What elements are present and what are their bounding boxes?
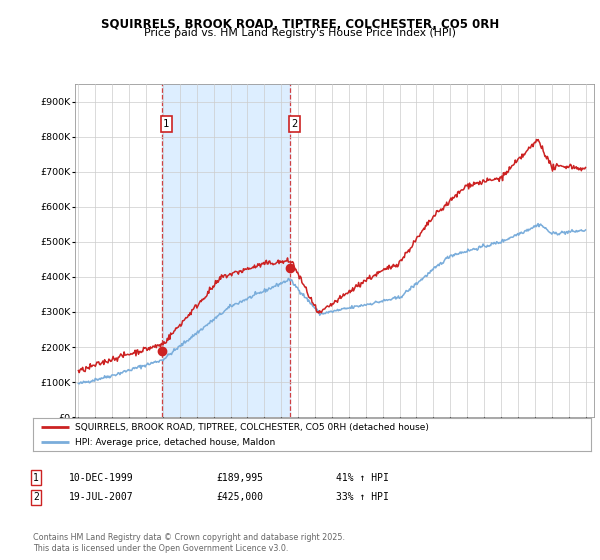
Text: SQUIRRELS, BROOK ROAD, TIPTREE, COLCHESTER, CO5 0RH (detached house): SQUIRRELS, BROOK ROAD, TIPTREE, COLCHEST…	[75, 423, 429, 432]
Text: 10-DEC-1999: 10-DEC-1999	[69, 473, 134, 483]
Text: 41% ↑ HPI: 41% ↑ HPI	[336, 473, 389, 483]
Text: £425,000: £425,000	[216, 492, 263, 502]
Text: 2: 2	[33, 492, 39, 502]
Bar	[162, 84, 290, 417]
Text: SQUIRRELS, BROOK ROAD, TIPTREE, COLCHESTER, CO5 0RH: SQUIRRELS, BROOK ROAD, TIPTREE, COLCHEST…	[101, 18, 499, 31]
Text: HPI: Average price, detached house, Maldon: HPI: Average price, detached house, Mald…	[75, 437, 275, 446]
Text: 1: 1	[163, 119, 169, 129]
Text: 1: 1	[33, 473, 39, 483]
Text: 2: 2	[292, 119, 298, 129]
Text: 19-JUL-2007: 19-JUL-2007	[69, 492, 134, 502]
Text: Contains HM Land Registry data © Crown copyright and database right 2025.
This d: Contains HM Land Registry data © Crown c…	[33, 533, 345, 553]
Text: £189,995: £189,995	[216, 473, 263, 483]
Text: Price paid vs. HM Land Registry's House Price Index (HPI): Price paid vs. HM Land Registry's House …	[144, 28, 456, 38]
Text: 33% ↑ HPI: 33% ↑ HPI	[336, 492, 389, 502]
